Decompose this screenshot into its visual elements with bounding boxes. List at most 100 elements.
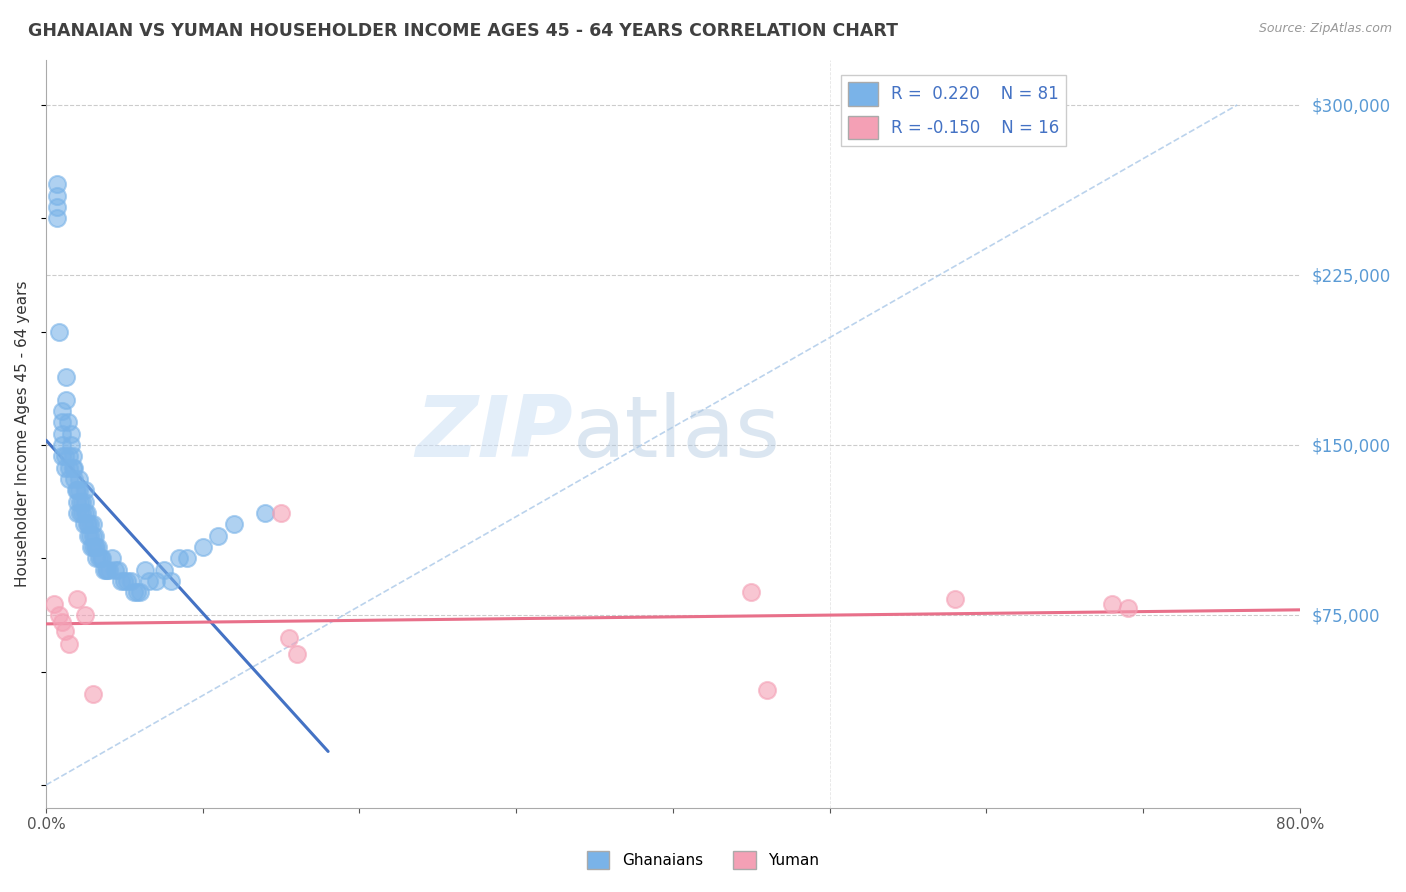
Point xyxy=(191,540,214,554)
Text: Source: ZipAtlas.com: Source: ZipAtlas.com xyxy=(1258,22,1392,36)
Point xyxy=(62,460,84,475)
Point xyxy=(53,450,76,464)
Legend: R =  0.220    N = 81, R = -0.150    N = 16: R = 0.220 N = 81, R = -0.150 N = 16 xyxy=(841,76,1066,146)
Point xyxy=(77,517,100,532)
Point xyxy=(66,592,89,607)
Text: GHANAIAN VS YUMAN HOUSEHOLDER INCOME AGES 45 - 64 YEARS CORRELATION CHART: GHANAIAN VS YUMAN HOUSEHOLDER INCOME AGE… xyxy=(28,22,898,40)
Point xyxy=(1116,601,1139,615)
Point xyxy=(60,426,83,441)
Point xyxy=(254,506,277,520)
Point xyxy=(134,563,156,577)
Point xyxy=(82,687,104,701)
Point xyxy=(90,551,112,566)
Point xyxy=(46,200,69,214)
Point xyxy=(207,529,229,543)
Text: atlas: atlas xyxy=(572,392,780,475)
Point xyxy=(82,517,104,532)
Point xyxy=(66,494,89,508)
Point xyxy=(70,506,93,520)
Point xyxy=(72,517,94,532)
Point xyxy=(58,472,80,486)
Point xyxy=(89,551,111,566)
Point xyxy=(51,404,73,418)
Point xyxy=(46,188,69,202)
Point xyxy=(82,529,104,543)
Point xyxy=(62,450,84,464)
Point xyxy=(86,540,108,554)
Point xyxy=(83,529,105,543)
Point xyxy=(46,211,69,226)
Point xyxy=(51,450,73,464)
Point xyxy=(51,415,73,429)
Point xyxy=(66,483,89,498)
Point xyxy=(107,563,129,577)
Point xyxy=(55,370,77,384)
Point xyxy=(42,597,65,611)
Point xyxy=(112,574,135,588)
Point xyxy=(152,563,174,577)
Point xyxy=(270,506,292,520)
Point xyxy=(104,563,127,577)
Point xyxy=(79,517,101,532)
Point xyxy=(75,483,97,498)
Point xyxy=(117,574,139,588)
Point xyxy=(48,607,70,622)
Point xyxy=(69,494,91,508)
Point xyxy=(79,529,101,543)
Legend: Ghanaians, Yuman: Ghanaians, Yuman xyxy=(581,845,825,875)
Point xyxy=(97,563,120,577)
Point xyxy=(160,574,183,588)
Point xyxy=(129,585,152,599)
Point xyxy=(56,415,79,429)
Point xyxy=(167,551,190,566)
Point xyxy=(63,460,86,475)
Point xyxy=(53,460,76,475)
Point xyxy=(65,483,87,498)
Point xyxy=(58,450,80,464)
Point xyxy=(51,615,73,629)
Point xyxy=(66,506,89,520)
Y-axis label: Householder Income Ages 45 - 64 years: Householder Income Ages 45 - 64 years xyxy=(15,280,30,587)
Point xyxy=(756,682,779,697)
Point xyxy=(55,392,77,407)
Point xyxy=(75,607,97,622)
Point xyxy=(145,574,167,588)
Point xyxy=(53,624,76,638)
Point xyxy=(75,494,97,508)
Point xyxy=(67,472,90,486)
Point xyxy=(63,472,86,486)
Point xyxy=(51,438,73,452)
Point xyxy=(96,563,118,577)
Point xyxy=(75,506,97,520)
Point xyxy=(93,563,115,577)
Point xyxy=(277,631,299,645)
Point xyxy=(91,551,114,566)
Point xyxy=(70,494,93,508)
Point xyxy=(110,574,132,588)
Point xyxy=(51,426,73,441)
Point xyxy=(84,540,107,554)
Point xyxy=(125,585,148,599)
Point xyxy=(46,178,69,192)
Point xyxy=(76,517,98,532)
Point xyxy=(1101,597,1123,611)
Point xyxy=(67,483,90,498)
Point xyxy=(80,540,103,554)
Point xyxy=(84,551,107,566)
Point xyxy=(122,585,145,599)
Point xyxy=(48,325,70,339)
Point xyxy=(120,574,142,588)
Point xyxy=(60,438,83,452)
Point xyxy=(58,637,80,651)
Point xyxy=(138,574,160,588)
Point xyxy=(222,517,245,532)
Point xyxy=(69,506,91,520)
Text: ZIP: ZIP xyxy=(415,392,572,475)
Point xyxy=(740,585,762,599)
Point xyxy=(101,551,124,566)
Point xyxy=(77,529,100,543)
Point xyxy=(285,647,308,661)
Point xyxy=(943,592,966,607)
Point xyxy=(176,551,198,566)
Point xyxy=(82,540,104,554)
